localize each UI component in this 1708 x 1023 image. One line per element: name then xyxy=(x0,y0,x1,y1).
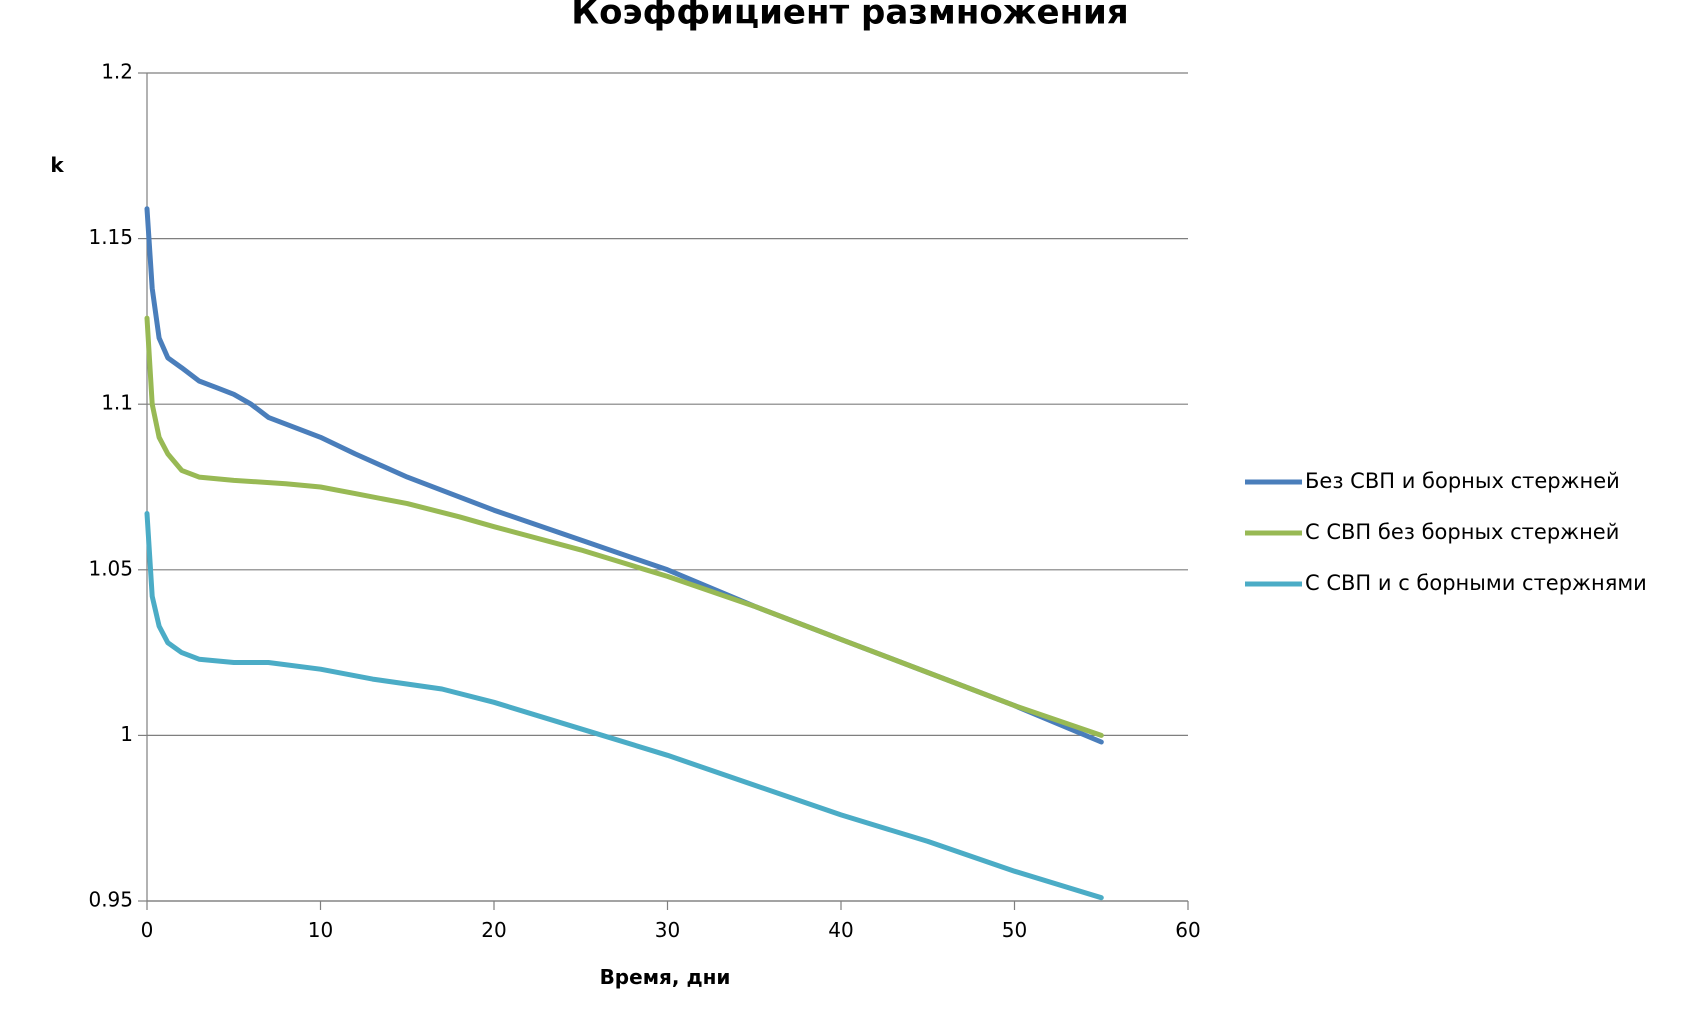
series-lines xyxy=(144,206,1104,901)
x-tick-label: 50 xyxy=(1002,918,1027,942)
legend-label: С СВП без борных стержней xyxy=(1305,520,1619,544)
y-tick-label: 1 xyxy=(120,722,133,746)
axes xyxy=(138,72,1189,910)
y-tick-label: 1.1 xyxy=(101,391,133,415)
x-tick-label: 20 xyxy=(481,918,506,942)
legend: Без СВП и борных стержней С СВП без борны… xyxy=(1245,469,1647,595)
x-tick-label: 60 xyxy=(1175,918,1200,942)
y-tick-label: 1.15 xyxy=(88,225,133,249)
legend-item-1: Без СВП и борных стержней xyxy=(1245,469,1620,493)
y-tick-label: 0.95 xyxy=(88,888,133,912)
y-axis-label: k xyxy=(50,153,64,177)
x-tick-label: 40 xyxy=(828,918,853,942)
legend-item-2: С СВП без борных стержней xyxy=(1245,520,1619,544)
chart-title: Коэффициент размножения xyxy=(571,0,1128,33)
series-line-3 xyxy=(144,511,1104,901)
legend-item-3: С СВП и с борными стержнями xyxy=(1245,571,1647,595)
legend-label: С СВП и с борными стержнями xyxy=(1305,571,1647,595)
y-tick-label: 1.2 xyxy=(101,60,133,84)
series-line-1 xyxy=(144,206,1104,745)
x-tick-label: 10 xyxy=(308,918,333,942)
series-line-2 xyxy=(144,315,1104,738)
legend-label: Без СВП и борных стержней xyxy=(1305,469,1620,493)
y-tick-label: 1.05 xyxy=(88,556,133,580)
x-tick-label: 30 xyxy=(655,918,680,942)
x-tick-label: 0 xyxy=(141,918,154,942)
tick-labels: 0.95 1 1.05 1.1 1.15 1.2 0 10 20 30 40 50 60 xyxy=(88,60,1200,943)
x-axis-label: Время, дни xyxy=(600,965,731,989)
